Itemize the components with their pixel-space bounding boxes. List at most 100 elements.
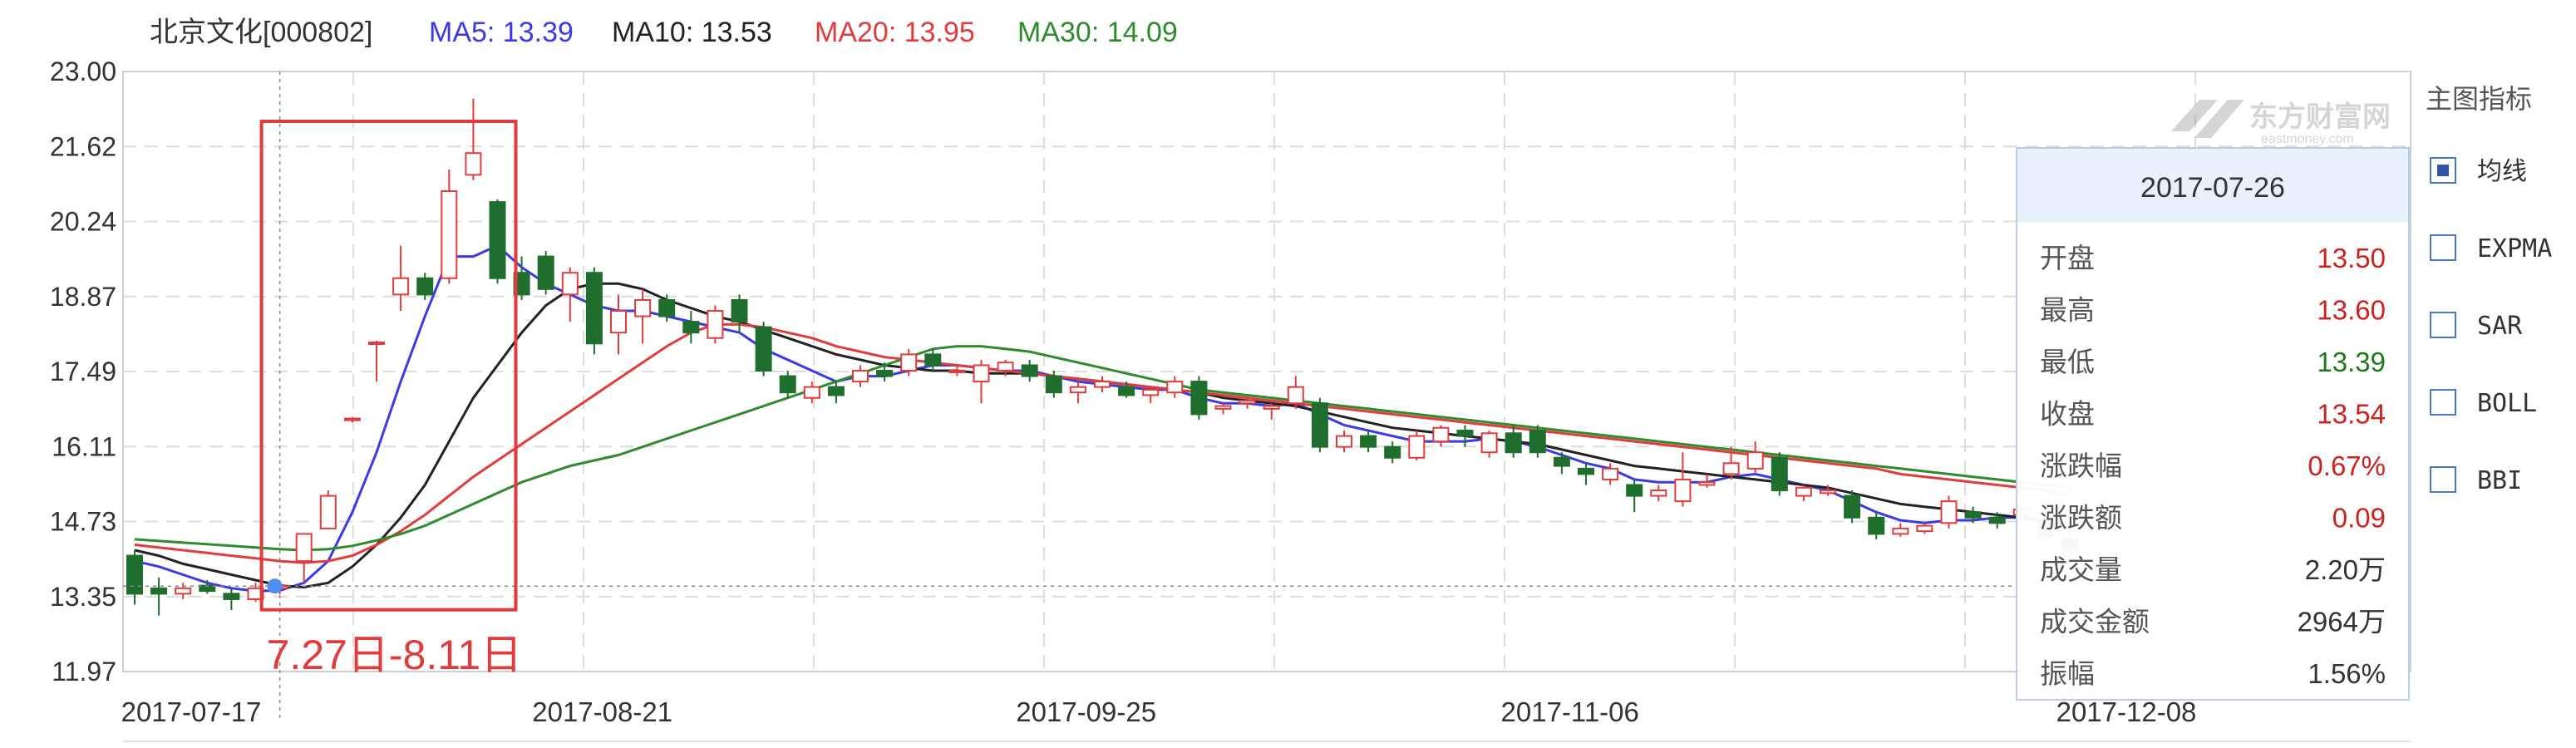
candle-body	[707, 310, 724, 339]
candle-up[interactable]	[1287, 376, 1304, 409]
indicator-option[interactable]: BBI	[2430, 466, 2522, 495]
tooltip-row-label: 涨跌幅	[2040, 450, 2122, 482]
candle-up[interactable]	[1940, 495, 1958, 529]
candle-up[interactable]	[1142, 386, 1160, 404]
candle-body	[1940, 500, 1958, 524]
candle-up[interactable]	[707, 305, 724, 344]
ma30-legend: MA30: 14.09	[1017, 17, 1178, 48]
candle-up[interactable]	[1892, 523, 1909, 537]
candle-down[interactable]	[1021, 359, 1038, 382]
candle-up[interactable]	[973, 359, 990, 404]
candle-up[interactable]	[1069, 381, 1086, 404]
candle-body	[1456, 430, 1474, 437]
candle-down[interactable]	[150, 577, 168, 616]
candle-up[interactable]	[1746, 441, 1764, 475]
tooltip-row-label: 成交金额	[2040, 606, 2150, 638]
candle-up[interactable]	[1916, 523, 1933, 534]
candle-down[interactable]	[731, 294, 748, 333]
candle-body	[658, 298, 676, 317]
candle-down[interactable]	[779, 371, 796, 398]
candle-down[interactable]	[658, 294, 676, 322]
candle-up[interactable]	[1650, 485, 1667, 502]
watermark-text: 东方财富网	[2249, 101, 2391, 134]
ma20-legend: MA20: 13.95	[815, 17, 975, 48]
candle-up[interactable]	[634, 288, 652, 344]
candle-body	[1118, 386, 1135, 396]
candle-up[interactable]	[319, 490, 337, 529]
candle-down[interactable]	[1360, 431, 1377, 453]
candle-down[interactable]	[1118, 381, 1135, 398]
candle-up[interactable]	[441, 169, 458, 284]
candle-down[interactable]	[1578, 463, 1594, 485]
candle-down[interactable]	[755, 322, 772, 376]
candle-up[interactable]	[368, 341, 385, 382]
candle-up[interactable]	[343, 416, 361, 423]
indicator-option[interactable]: EXPMA	[2430, 234, 2552, 263]
candle-down[interactable]	[1456, 425, 1474, 447]
candle-up[interactable]	[392, 245, 410, 312]
indicator-checkbox	[2430, 234, 2456, 261]
candle-up[interactable]	[1674, 452, 1692, 507]
indicator-option[interactable]: BOLL	[2430, 389, 2537, 418]
candle-down[interactable]	[827, 381, 845, 404]
candles[interactable]	[126, 98, 2078, 616]
candle-up[interactable]	[465, 98, 482, 180]
candle-down[interactable]	[416, 273, 434, 300]
candle-down[interactable]	[1988, 512, 2006, 529]
candle-down[interactable]	[223, 588, 240, 611]
candle-up[interactable]	[1214, 403, 1232, 415]
candle-down[interactable]	[1553, 452, 1570, 475]
candle-up[interactable]	[1239, 397, 1256, 409]
candle-down[interactable]	[489, 199, 506, 284]
candle-up[interactable]	[610, 294, 627, 355]
candle-up[interactable]	[1166, 376, 1184, 398]
candle-body	[489, 201, 506, 279]
candle-down[interactable]	[1190, 376, 1208, 420]
candle-body	[731, 298, 748, 323]
candle-down[interactable]	[1964, 506, 1982, 524]
candle-up[interactable]	[1722, 446, 1740, 480]
candle-down[interactable]	[513, 256, 530, 300]
candle-up[interactable]	[1820, 485, 1836, 496]
candle-up[interactable]	[900, 348, 918, 376]
candle-up[interactable]	[561, 267, 579, 322]
candle-down[interactable]	[924, 348, 942, 372]
candle-down[interactable]	[1626, 479, 1643, 513]
candle-down[interactable]	[682, 311, 700, 344]
candle-down[interactable]	[1505, 425, 1522, 458]
candle-up[interactable]	[295, 533, 313, 583]
candle-down[interactable]	[1384, 441, 1401, 464]
candle-up[interactable]	[1263, 403, 1280, 420]
candle-up[interactable]	[1336, 431, 1352, 453]
candle-up[interactable]	[1432, 425, 1450, 447]
candle-down[interactable]	[1529, 425, 1546, 458]
candle-down[interactable]	[126, 550, 143, 605]
indicator-option[interactable]: SAR	[2430, 312, 2523, 341]
candle-up[interactable]	[1094, 376, 1111, 393]
candle-up[interactable]	[803, 381, 820, 404]
candle-up[interactable]	[1698, 474, 1716, 488]
candle-body	[1336, 435, 1352, 448]
candle-up[interactable]	[1480, 431, 1498, 458]
candle-up[interactable]	[997, 359, 1014, 376]
candle-up[interactable]	[1408, 431, 1426, 461]
y-tick-label: 17.49	[50, 357, 116, 386]
tooltip-row-value: 13.54	[2317, 399, 2386, 430]
y-tick-label: 20.24	[50, 207, 116, 237]
candle-down[interactable]	[1045, 371, 1062, 398]
indicator-label: 均线	[2477, 157, 2527, 186]
candle-down[interactable]	[1868, 512, 1885, 539]
candle-up[interactable]	[852, 365, 869, 387]
candle-up[interactable]	[948, 365, 966, 376]
candle-up[interactable]	[1795, 485, 1812, 502]
candle-down[interactable]	[1771, 452, 1788, 496]
candle-body	[610, 310, 627, 334]
candle-down[interactable]	[585, 267, 603, 355]
indicator-option[interactable]: 均线	[2430, 157, 2527, 186]
candle-up[interactable]	[1602, 463, 1619, 485]
candle-down[interactable]	[1311, 397, 1328, 453]
candle-down[interactable]	[537, 251, 554, 295]
candle-down[interactable]	[876, 362, 894, 382]
candle-down[interactable]	[1844, 490, 1861, 524]
